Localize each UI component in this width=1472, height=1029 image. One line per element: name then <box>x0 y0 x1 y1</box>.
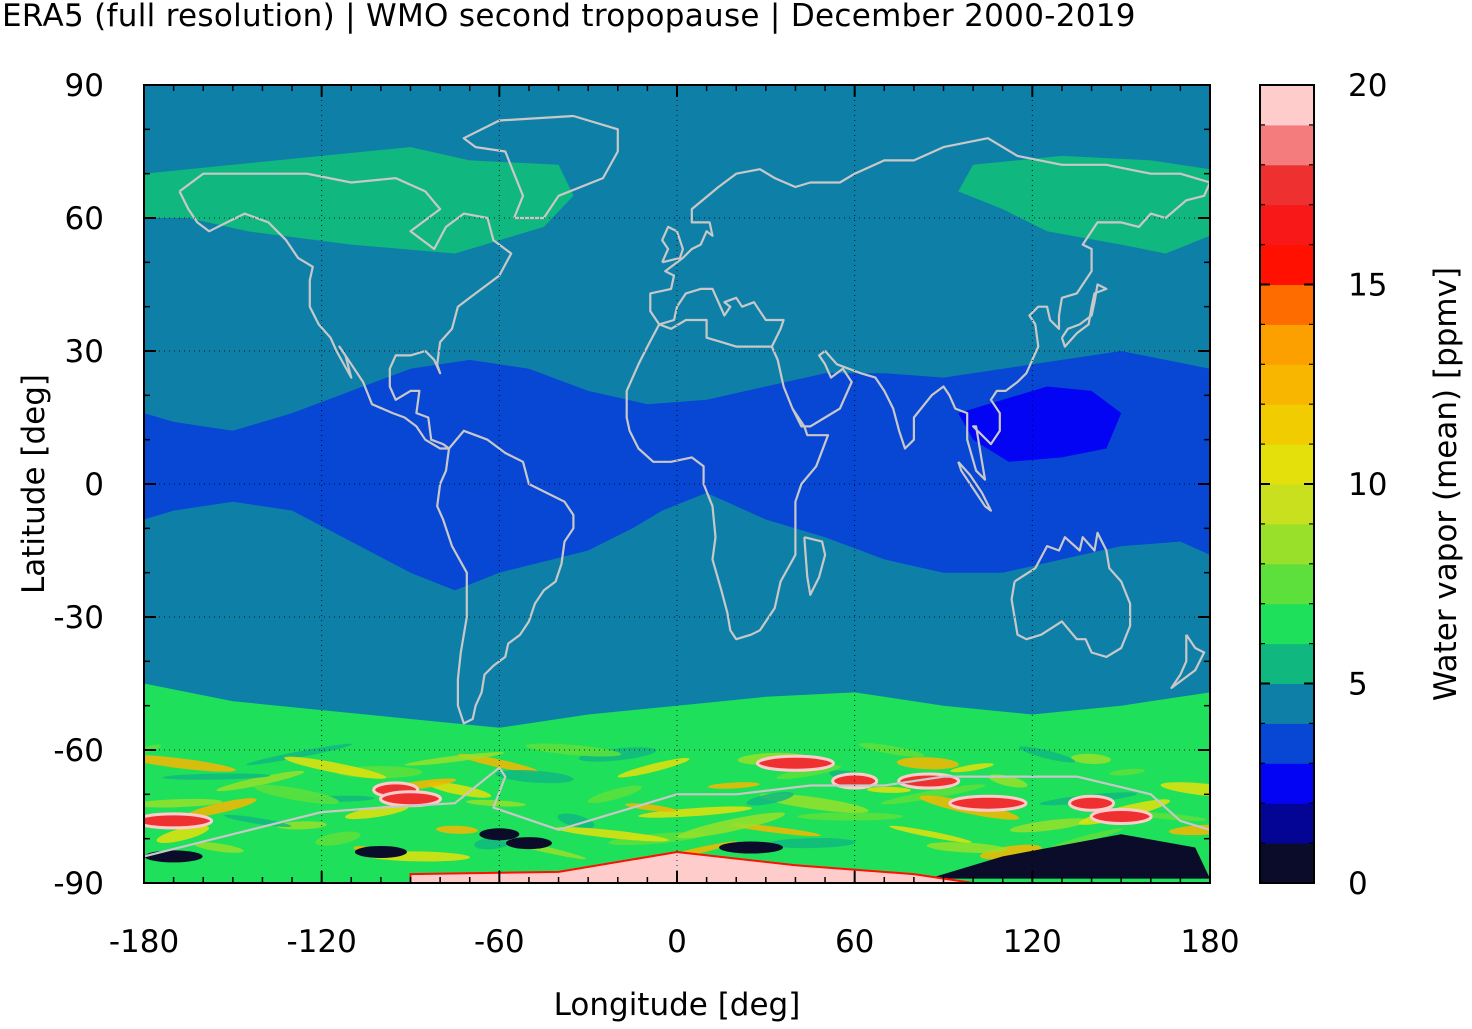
field-antarctic-high <box>409 850 974 883</box>
coastline <box>436 429 575 725</box>
coastline <box>144 766 1210 858</box>
colorbar-level <box>1260 523 1314 565</box>
field-dry-patch <box>505 837 552 850</box>
y-tick-label: -90 <box>53 866 104 902</box>
colorbar-level <box>1260 603 1314 645</box>
coastline <box>1170 634 1206 690</box>
field-arctic-siberia <box>958 155 1210 254</box>
axes: -180 -120 -60 0 60 120 180 90 60 30 0 -30 -60 -90 <box>53 68 1239 960</box>
colorbar-level <box>1260 763 1314 804</box>
colorbar-level <box>1260 723 1314 764</box>
y-tick-label: 60 <box>65 201 104 237</box>
coastline <box>1010 531 1132 659</box>
colorbar-level <box>1260 284 1314 325</box>
y-tick-label: 90 <box>65 68 104 104</box>
colorbar-tick-label: 15 <box>1348 268 1387 304</box>
colorbar-level <box>1260 563 1314 605</box>
colorbar-label: Water vapor (mean) [ppmv] <box>1428 267 1464 701</box>
colorbar-tick-label: 10 <box>1348 467 1387 503</box>
field-southern-ocean-band <box>144 683 1210 883</box>
coastline <box>661 225 685 264</box>
colorbar-level <box>1260 843 1314 884</box>
coastline <box>803 536 827 596</box>
coastline <box>649 137 1210 326</box>
field-high-patch <box>1068 794 1116 812</box>
coastline <box>178 172 513 450</box>
x-tick-label: 60 <box>835 924 874 960</box>
x-tick-label: 0 <box>667 924 687 960</box>
y-tick-label: -30 <box>53 600 104 636</box>
colorbar-tick-label: 20 <box>1348 68 1387 104</box>
x-axis-label: Longitude [deg] <box>554 987 801 1023</box>
colorbar-level <box>1260 324 1314 365</box>
heatmap-field <box>144 85 1210 883</box>
y-tick-label: 0 <box>84 467 104 503</box>
coastline <box>658 287 785 348</box>
field-high-patch <box>755 754 835 772</box>
colorbar-tick-label: 5 <box>1348 667 1368 703</box>
colorbar-level <box>1260 164 1314 206</box>
coastline <box>957 461 993 512</box>
field-dry-patch <box>719 841 784 854</box>
y-tick-label: -60 <box>53 733 104 769</box>
field-dry-patch <box>144 850 203 863</box>
colorbar-level <box>1260 803 1314 844</box>
colorbar-axis: 20 15 10 5 0 <box>1260 68 1387 902</box>
coastline <box>791 182 1210 481</box>
x-tick-label: 180 <box>1180 924 1239 960</box>
x-tick-label: -120 <box>286 924 356 960</box>
x-tick-label: 120 <box>1003 924 1062 960</box>
colorbar-level <box>1260 484 1314 525</box>
field-west-pacific-minimum <box>958 386 1122 462</box>
colorbar-level <box>1260 124 1314 166</box>
colorbar-level <box>1260 204 1314 246</box>
chart-title: ERA5 (full resolution) | WMO second trop… <box>2 0 1136 34</box>
coastline <box>625 318 830 641</box>
y-axis-label: Latitude [deg] <box>16 374 52 594</box>
colorbar-tick-label: 0 <box>1348 866 1368 902</box>
colorbar-level <box>1260 643 1314 684</box>
y-tick-label: 30 <box>65 334 104 370</box>
coastlines <box>144 114 1210 858</box>
field-antarctic-dry <box>928 834 1210 879</box>
x-tick-label: -60 <box>474 924 525 960</box>
grid-lines <box>144 85 1210 883</box>
coastline <box>1060 283 1108 348</box>
colorbar-level <box>1260 404 1314 445</box>
colorbar-level <box>1260 244 1314 285</box>
field-dry-patch <box>354 845 407 858</box>
x-tick-label: -180 <box>109 924 179 960</box>
coastline <box>462 114 619 220</box>
field-high-patch <box>948 794 1028 812</box>
field-dry-patch <box>479 828 520 841</box>
colorbar-level <box>1260 444 1314 485</box>
colorbar-level <box>1260 85 1314 126</box>
colorbar-level <box>1260 683 1314 724</box>
field-high-patch <box>1089 808 1153 825</box>
colorbar-level <box>1260 364 1314 405</box>
field-high-patch <box>144 812 214 830</box>
colorbar <box>1260 85 1314 884</box>
